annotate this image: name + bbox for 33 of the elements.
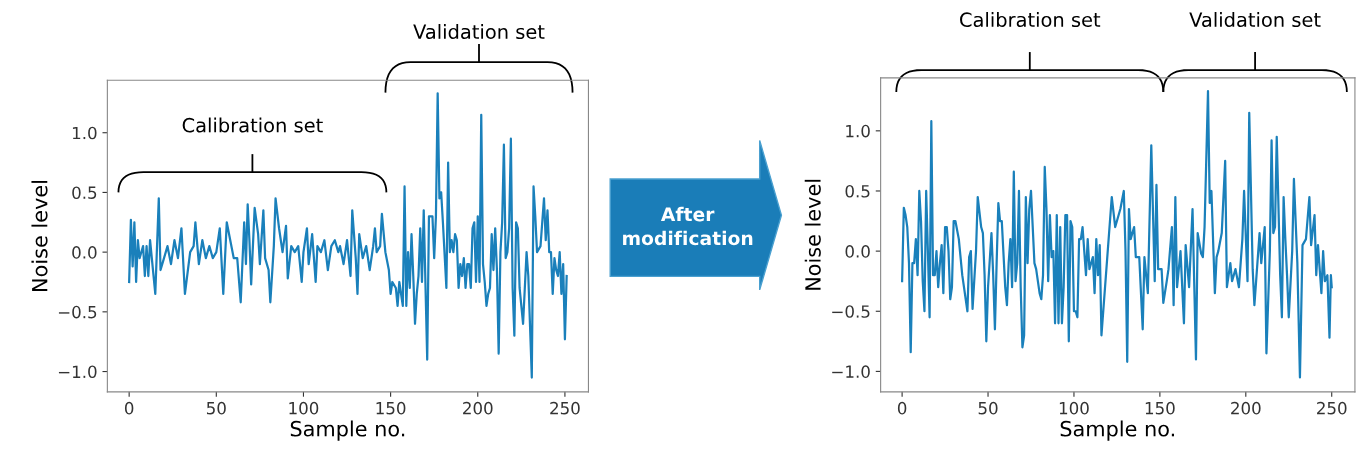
x-tick-label: 150 xyxy=(1145,401,1175,415)
x-tick-label: 150 xyxy=(376,401,406,415)
x-tick-label: 250 xyxy=(1317,401,1347,415)
text: Calibration set xyxy=(960,12,1101,28)
x-tick-label: 100 xyxy=(1059,401,1089,415)
y-axis-title: Noise level xyxy=(804,179,821,290)
x-tick-label: 0 xyxy=(124,401,134,415)
x-tick-label: 100 xyxy=(289,401,319,415)
x-tick-label: 50 xyxy=(978,401,998,415)
x-tick-label: 250 xyxy=(550,401,580,415)
y-tick-label: −0.5 xyxy=(58,305,97,319)
x-axis-title: Sample no. xyxy=(290,420,405,441)
y-tick-label: 0.0 xyxy=(845,245,870,258)
text: After modification xyxy=(623,206,753,246)
annotation: Calibration set xyxy=(182,117,323,133)
y-tick-label: 1.0 xyxy=(72,126,97,140)
text: Validation set xyxy=(1189,12,1321,28)
y-tick-label: −1.0 xyxy=(832,365,870,378)
x-tick-label: 50 xyxy=(206,401,226,415)
y-tick-label: 0.5 xyxy=(72,186,97,199)
y-axis-title: Noise level xyxy=(31,180,48,291)
y-tick-label: 0.5 xyxy=(845,184,870,198)
line-series xyxy=(128,92,568,379)
text: Validation set xyxy=(413,24,545,40)
x-tick-label: 0 xyxy=(897,401,907,415)
x-tick-label: 200 xyxy=(463,401,493,415)
line-series xyxy=(901,90,1333,379)
y-tick-label: −1.0 xyxy=(58,365,97,379)
y-tick-label: −0.5 xyxy=(832,305,870,318)
y-tick-label: 1.0 xyxy=(846,124,870,138)
x-axis-title: Sample no. xyxy=(1060,420,1174,441)
x-tick-label: 200 xyxy=(1231,401,1261,415)
y-tick-label: 0.0 xyxy=(72,246,97,259)
